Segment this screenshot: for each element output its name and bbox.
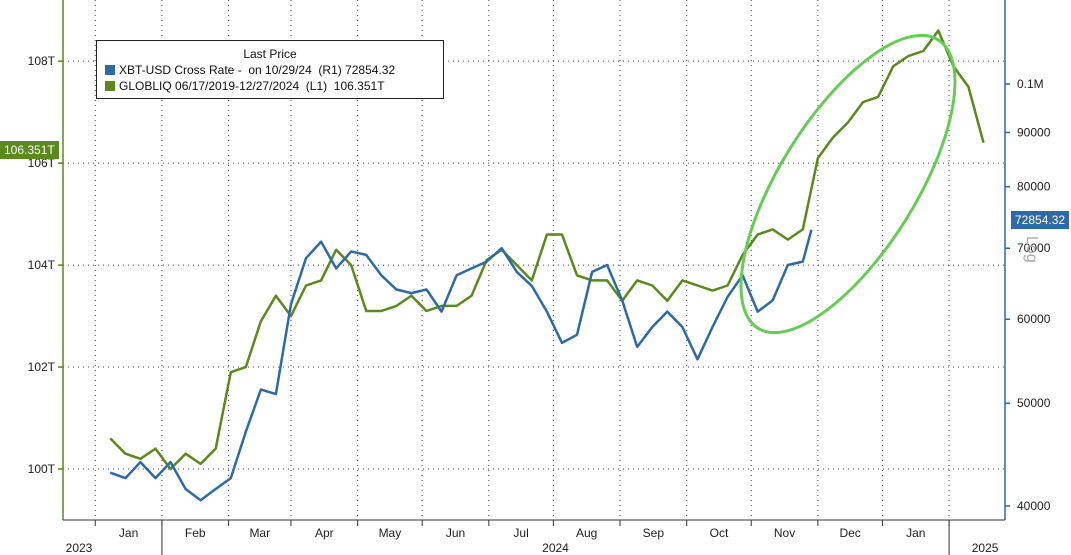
x-year-label: 2025	[972, 541, 999, 555]
legend-entry-xbt: XBT-USD Cross Rate - on 10/29/24 (R1) 72…	[105, 63, 395, 77]
right-tick-label: 40000	[1017, 499, 1051, 513]
x-month-label: May	[379, 526, 402, 540]
left-tick-label: 106T	[28, 156, 56, 170]
right-last-value-badge: 72854.32	[1011, 211, 1070, 229]
x-month-label: Mar	[249, 526, 270, 540]
left-tick-label: 102T	[28, 360, 56, 374]
left-last-value-badge: 106.351T	[0, 141, 59, 159]
x-year-label: 2024	[542, 541, 569, 555]
legend-entry-globliq: GLOBLIQ 06/17/2019-12/27/2024 (L1) 106.3…	[105, 79, 385, 93]
chart-axes	[62, 0, 1006, 521]
x-month-label: Jan	[119, 526, 138, 540]
x-month-label: Sep	[643, 526, 665, 540]
legend: Last Price XBT-USD Cross Rate - on 10/29…	[96, 40, 444, 99]
right-tick-label: 0.1M	[1017, 77, 1044, 91]
x-month-label: Apr	[315, 526, 334, 540]
x-month-label: Oct	[710, 526, 729, 540]
left-axis-ticks: 100T 102T 104T 106T 108T	[28, 54, 63, 476]
left-tick-label: 104T	[28, 258, 56, 272]
right-axis-ticks: 40000 50000 60000 70000 80000 90000 0.1M	[1005, 77, 1051, 513]
left-tick-label: 108T	[28, 54, 56, 68]
x-year-label: 2023	[66, 541, 93, 555]
x-month-label: Aug	[576, 526, 597, 540]
legend-label-xbt: XBT-USD Cross Rate - on 10/29/24 (R1) 72…	[119, 63, 396, 77]
x-month-label: Feb	[185, 526, 206, 540]
legend-swatch-xbt	[105, 65, 115, 75]
right-tick-label: 50000	[1017, 396, 1051, 410]
legend-title: Last Price	[243, 47, 297, 61]
series-line-xbt	[109, 229, 813, 502]
x-month-label: Nov	[774, 526, 795, 540]
series-layer	[109, 29, 985, 502]
legend-swatch-globliq	[105, 81, 115, 91]
x-month-label: Jun	[446, 526, 465, 540]
x-axis-ticks: Jan Feb Mar Apr May Jun Jul Aug Sep Oct Nov Dec Jan 2…	[66, 520, 999, 555]
x-month-label: Dec	[839, 526, 860, 540]
right-tick-label: 60000	[1017, 312, 1051, 326]
log-scale-label: Log	[1023, 236, 1040, 263]
series-line-globliq	[109, 29, 985, 471]
right-tick-label: 80000	[1017, 180, 1051, 194]
right-tick-label: 70000	[1017, 241, 1051, 255]
x-month-label: Jul	[513, 526, 528, 540]
legend-label-globliq: GLOBLIQ 06/17/2019-12/27/2024 (L1) 106.3…	[119, 79, 385, 93]
left-tick-label: 100T	[28, 462, 56, 476]
x-month-label: Jan	[906, 526, 925, 540]
highlight-ellipse	[739, 33, 957, 335]
right-tick-label: 90000	[1017, 125, 1051, 139]
